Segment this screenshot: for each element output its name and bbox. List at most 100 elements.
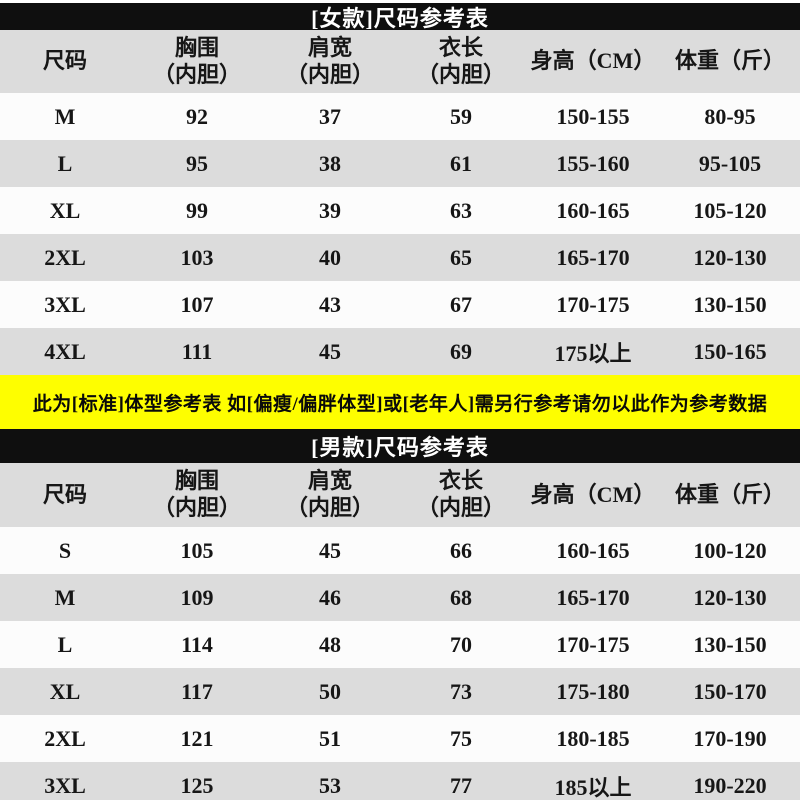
women-header-line2: （内胆） (416, 61, 505, 87)
men-height-cell: 165-170 (556, 584, 630, 610)
men-height-cell: 185以上 (554, 774, 632, 800)
women-row-L: L 95 38 61 155-160 95-105 (0, 140, 800, 187)
women-shoulder-cell: 43 (319, 291, 341, 317)
men-chest-cell: 114 (181, 631, 213, 657)
women-length-cell: 63 (450, 197, 472, 223)
women-header-line2: （内胆） (152, 61, 241, 87)
women-length-cell: 59 (450, 103, 472, 129)
men-row-2XL: 2XL 121 51 75 180-185 170-190 (0, 715, 800, 762)
men-size-table: [男款]尺码参考表 尺码 胸围 （内胆） 肩宽 （内胆） 衣长 （内胆） 身高（CM） 体重（斤… (0, 429, 800, 800)
women-height-cell: 155-160 (556, 150, 630, 176)
women-header-cell-3: 衣长 （内胆） (396, 35, 526, 89)
men-row-3XL: 3XL 125 53 77 185以上 190-220 (0, 762, 800, 800)
women-header-line1: 肩宽 (307, 34, 352, 60)
women-header-line1: 尺码 (42, 48, 87, 74)
men-header-line1: 尺码 (42, 481, 87, 507)
men-table-header-row: 尺码 胸围 （内胆） 肩宽 （内胆） 衣长 （内胆） 身高（CM） 体重（斤） (0, 463, 800, 527)
men-header-line2: （内胆） (152, 495, 241, 520)
men-row-M: M 109 46 68 165-170 120-130 (0, 574, 800, 621)
women-table-body: M 92 37 59 150-155 80-95 L 95 38 61 155-160 95-105 X… (0, 93, 800, 375)
women-table-title: [女款]尺码参考表 (311, 5, 489, 31)
women-weight-cell: 150-165 (693, 338, 767, 364)
women-shoulder-cell: 40 (319, 244, 341, 270)
women-size-cell: 4XL (44, 338, 86, 364)
women-weight-cell: 105-120 (693, 197, 767, 223)
men-shoulder-cell: 51 (319, 725, 341, 751)
men-row-L: L 114 48 70 170-175 130-150 (0, 621, 800, 668)
men-weight-cell: 190-220 (693, 772, 767, 798)
women-size-cell: 3XL (44, 291, 86, 317)
women-height-cell: 170-175 (556, 291, 630, 317)
women-chest-cell: 99 (186, 197, 208, 223)
men-size-cell: S (58, 537, 72, 563)
men-row-XL: XL 117 50 73 175-180 150-170 (0, 668, 800, 715)
top-strip (0, 0, 800, 3)
women-height-cell: 165-170 (556, 244, 630, 270)
men-header-line1: 身高（CM） (530, 481, 656, 507)
men-length-cell: 77 (450, 772, 472, 798)
men-length-cell: 70 (450, 631, 472, 657)
women-header-cell-1: 胸围 （内胆） (130, 35, 264, 89)
men-height-cell: 175-180 (556, 678, 630, 704)
women-header-cell-4: 身高（CM） (526, 48, 660, 75)
men-weight-cell: 120-130 (693, 584, 767, 610)
women-weight-cell: 120-130 (693, 244, 767, 270)
women-row-M: M 92 37 59 150-155 80-95 (0, 93, 800, 140)
women-size-table: [女款]尺码参考表 尺码 胸围 （内胆） 肩宽 （内胆） 衣长 （内胆） 身高（CM） 体重（斤… (0, 3, 800, 375)
men-header-line2: （内胆） (285, 495, 374, 520)
men-header-line2: （内胆） (416, 495, 505, 520)
men-chest-cell: 109 (180, 584, 214, 610)
men-weight-cell: 170-190 (693, 725, 767, 751)
men-table-title: [男款]尺码参考表 (311, 435, 489, 460)
women-weight-cell: 130-150 (693, 291, 767, 317)
men-header-cell-2: 肩宽 （内胆） (264, 468, 396, 522)
men-header-line1: 体重（斤） (674, 481, 785, 507)
women-shoulder-cell: 45 (319, 338, 341, 364)
men-length-cell: 66 (450, 537, 472, 563)
men-shoulder-cell: 46 (319, 584, 341, 610)
men-shoulder-cell: 50 (319, 678, 341, 704)
women-table-title-bar: [女款]尺码参考表 (0, 3, 800, 31)
women-chest-cell: 103 (180, 244, 214, 270)
women-header-cell-0: 尺码 (0, 48, 130, 75)
men-header-cell-0: 尺码 (0, 482, 130, 509)
men-header-cell-3: 衣长 （内胆） (396, 468, 526, 522)
women-chest-cell: 107 (180, 291, 214, 317)
women-shoulder-cell: 38 (319, 150, 341, 176)
women-row-XL: XL 99 39 63 160-165 105-120 (0, 187, 800, 234)
women-length-cell: 65 (450, 244, 472, 270)
men-row-S: S 105 45 66 160-165 100-120 (0, 527, 800, 574)
men-shoulder-cell: 45 (319, 537, 341, 563)
men-weight-cell: 130-150 (693, 631, 767, 657)
women-size-cell: L (57, 150, 73, 176)
men-header-line1: 胸围 (174, 468, 219, 494)
women-shoulder-cell: 39 (319, 197, 341, 223)
women-size-cell: 2XL (44, 244, 86, 270)
women-height-cell: 160-165 (556, 197, 630, 223)
women-length-cell: 67 (450, 291, 472, 317)
men-weight-cell: 150-170 (693, 678, 767, 704)
men-size-cell: 2XL (44, 725, 86, 751)
women-height-cell: 150-155 (556, 103, 630, 129)
men-height-cell: 170-175 (556, 631, 630, 657)
men-length-cell: 75 (450, 725, 472, 751)
men-length-cell: 68 (450, 584, 472, 610)
men-header-line1: 肩宽 (307, 468, 352, 494)
men-shoulder-cell: 53 (319, 772, 341, 798)
men-size-cell: L (57, 631, 73, 657)
men-length-cell: 73 (450, 678, 472, 704)
women-row-2XL: 2XL 103 40 65 165-170 120-130 (0, 234, 800, 281)
women-header-line1: 衣长 (438, 34, 483, 60)
men-header-cell-5: 体重（斤） (660, 482, 800, 509)
men-chest-cell: 117 (181, 678, 213, 704)
women-header-line1: 胸围 (174, 34, 219, 60)
women-size-cell: M (54, 103, 76, 129)
women-shoulder-cell: 37 (319, 103, 341, 129)
women-chest-cell: 92 (186, 103, 208, 129)
men-header-cell-1: 胸围 （内胆） (130, 468, 264, 522)
women-height-cell: 175以上 (554, 340, 632, 366)
women-row-4XL: 4XL 111 45 69 175以上 150-165 (0, 328, 800, 375)
women-weight-cell: 95-105 (698, 150, 762, 176)
women-size-cell: XL (49, 197, 81, 223)
